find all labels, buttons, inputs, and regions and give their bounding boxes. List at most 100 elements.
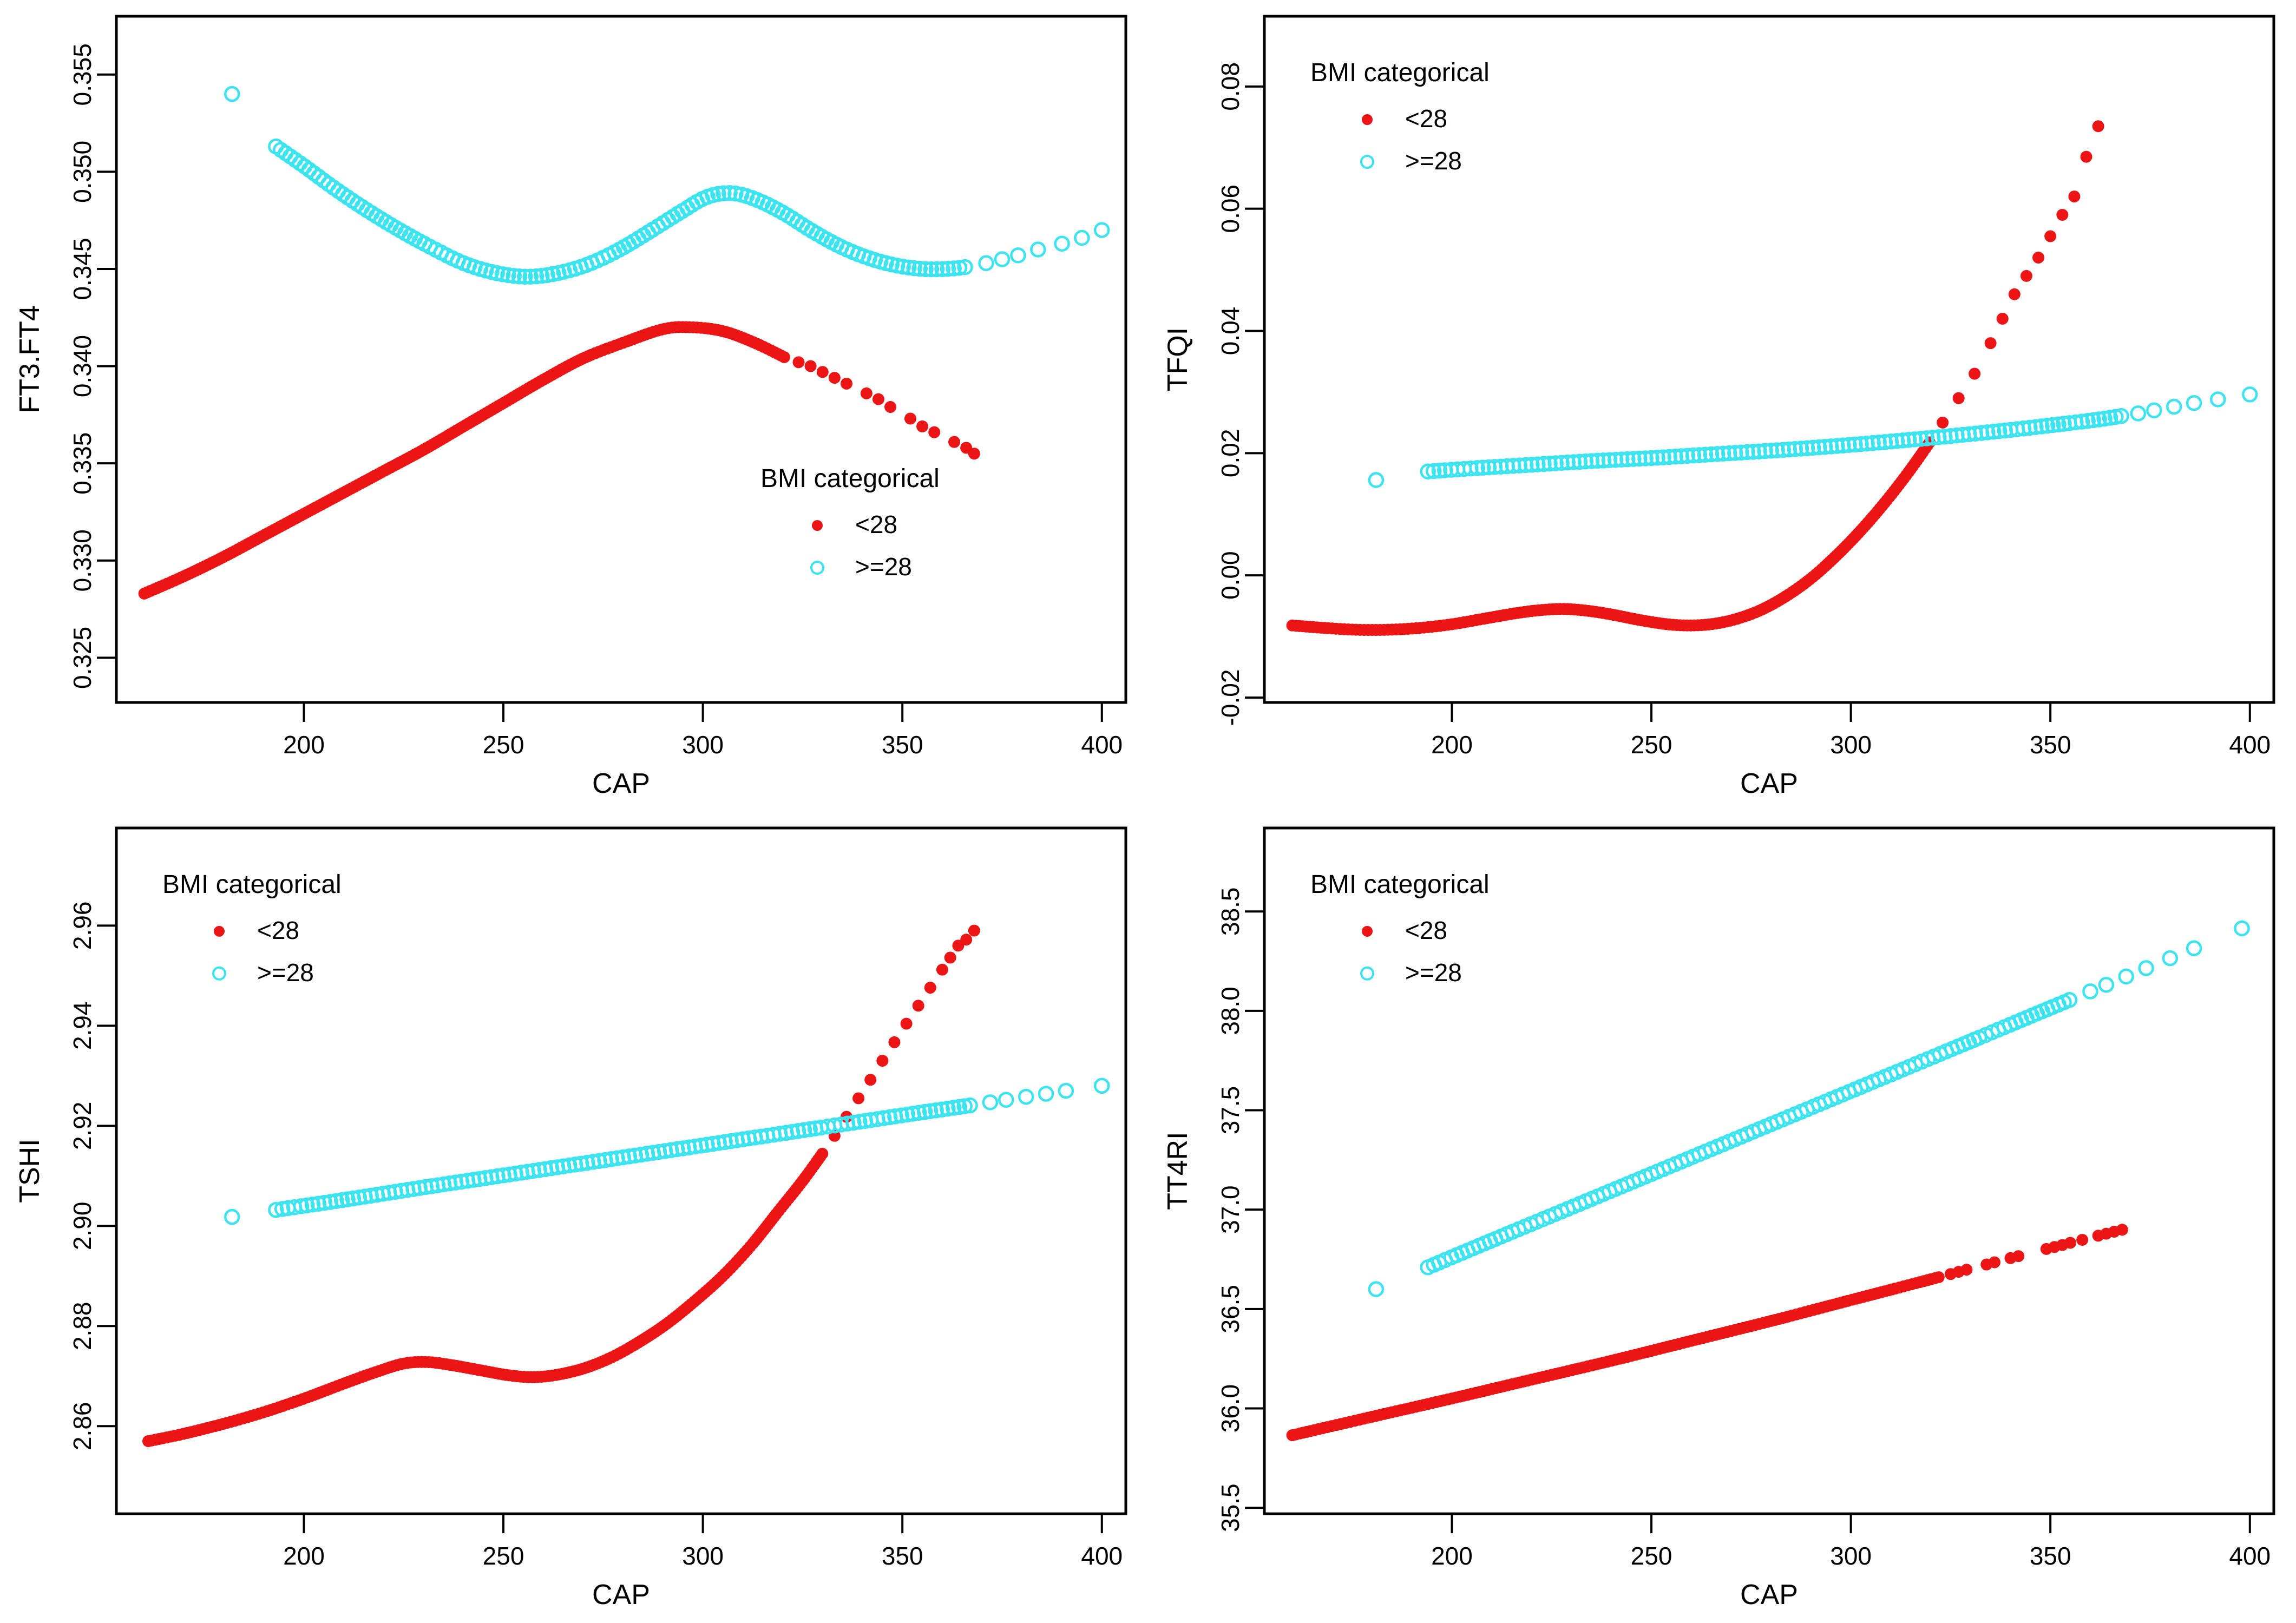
- plot-frame: [1263, 15, 2275, 704]
- svg-text:0.04: 0.04: [1216, 307, 1244, 356]
- svg-text:0.350: 0.350: [68, 141, 96, 203]
- legend-entry-label: <28: [1405, 916, 1447, 944]
- svg-text:36.5: 36.5: [1216, 1285, 1244, 1333]
- y-axis-title: TFQI: [1162, 327, 1193, 391]
- svg-text:300: 300: [682, 1542, 724, 1570]
- panel-tt4ri: 200 250 300 350 400 CAP 35.5 36.0 36.5 37.0 37.5 38…: [1148, 812, 2296, 1623]
- svg-text:200: 200: [283, 1542, 325, 1570]
- svg-text:37.5: 37.5: [1216, 1086, 1244, 1134]
- legend-circle-marker: [1360, 966, 1374, 981]
- plot-frame: [115, 826, 1127, 1515]
- svg-text:250: 250: [1631, 731, 1672, 759]
- svg-text:350: 350: [882, 731, 923, 759]
- svg-text:35.5: 35.5: [1216, 1483, 1244, 1532]
- y-axis-title: TSHI: [14, 1139, 45, 1203]
- chart-ft3ft4-canvas: 200 250 300 350 400CAP0.3250.3300.3350.3400.…: [14, 15, 1127, 799]
- legend-entry-label: <28: [257, 916, 299, 944]
- legend-entry-label: >=28: [1405, 958, 1462, 987]
- legend-entry-label: >=28: [855, 553, 912, 581]
- legend-circle-marker: [212, 966, 226, 981]
- y-axis-title: TT4RI: [1162, 1132, 1193, 1210]
- svg-text:250: 250: [483, 731, 524, 759]
- y-axis: 0.325 0.330 0.335 0.340 0.345 0.350 0.355 FT3.F…: [14, 43, 116, 689]
- svg-text:250: 250: [483, 1542, 524, 1570]
- svg-text:37.0: 37.0: [1216, 1185, 1244, 1233]
- panel-ft3ft4: 200 250 300 350 400 CAP 0.325 0.330 0.335 0.340 0.…: [0, 0, 1148, 812]
- chart-tt4ri-canvas: 200 250 300 350 400 CAP 35.5 36.0 36.5 37.0 37.5 38…: [1162, 826, 2275, 1611]
- svg-text:350: 350: [2030, 1542, 2071, 1570]
- svg-text:400: 400: [1081, 1542, 1123, 1570]
- svg-text:2.90: 2.90: [68, 1202, 96, 1250]
- svg-text:0.00: 0.00: [1216, 551, 1244, 600]
- svg-text:200: 200: [1431, 731, 1473, 759]
- legend: BMI categorical <28 >=28: [1310, 58, 1490, 175]
- svg-text:400: 400: [2229, 1542, 2271, 1570]
- y-axis: -0.02 0.00 0.02 0.04 0.06 0.08 TFQI: [1162, 62, 1264, 726]
- svg-text:0.325: 0.325: [68, 627, 96, 689]
- legend-circle-marker: [1360, 155, 1374, 169]
- svg-text:0.08: 0.08: [1216, 62, 1244, 111]
- series-lt28: [1286, 120, 2104, 636]
- svg-text:0.02: 0.02: [1216, 429, 1244, 478]
- legend-dot-marker: [1362, 114, 1373, 125]
- svg-text:350: 350: [882, 1542, 923, 1570]
- series-lt28: [1286, 1224, 2128, 1442]
- y-axis: 2.86 2.88 2.90 2.92 2.94 2.96 TSHI: [14, 902, 116, 1450]
- chart-tfqi-canvas: 200 250 300 350 400 CAP -0.02 0.00 0.02 0.04 0.06 0…: [1162, 15, 2275, 799]
- series-lt28: [142, 924, 980, 1448]
- svg-text:250: 250: [1631, 1542, 1672, 1570]
- svg-text:0.330: 0.330: [68, 529, 96, 592]
- legend-entry-label: >=28: [257, 958, 314, 987]
- svg-text:2.88: 2.88: [68, 1302, 96, 1350]
- svg-text:400: 400: [2229, 731, 2271, 759]
- panel-tshi: 200 250 300 350 400 CAP 2.86 2.88 2.90 2.92 2.94 2.…: [0, 812, 1148, 1623]
- x-axis-title: CAP: [592, 1579, 650, 1611]
- legend-title: BMI categorical: [1310, 58, 1490, 87]
- legend-dot-marker: [812, 520, 823, 531]
- legend: BMI categorical <28 >=28: [1310, 870, 1490, 987]
- series-gte28: [1368, 386, 2258, 488]
- svg-text:350: 350: [2030, 731, 2071, 759]
- x-axis: 200 250 300 350 400 CAP: [1431, 702, 2271, 799]
- x-axis: 200 250 300 350 400 CAP: [1431, 1514, 2271, 1611]
- legend-dot-marker: [214, 925, 225, 937]
- y-axis: 35.5 36.0 36.5 37.0 37.5 38.0 38.5 TT4RI: [1162, 888, 1264, 1532]
- svg-text:300: 300: [682, 731, 724, 759]
- x-axis-title: CAP: [1740, 768, 1798, 799]
- x-axis: 200 250 300 350 400 CAP: [283, 702, 1123, 799]
- svg-text:300: 300: [1830, 731, 1872, 759]
- svg-text:0.335: 0.335: [68, 432, 96, 495]
- legend-title: BMI categorical: [760, 464, 940, 493]
- legend: BMI categorical <28 >=28: [760, 464, 940, 581]
- series-gte28: [224, 86, 1110, 285]
- svg-text:2.92: 2.92: [68, 1102, 96, 1150]
- svg-text:36.0: 36.0: [1216, 1384, 1244, 1433]
- svg-text:0.355: 0.355: [68, 43, 96, 106]
- svg-text:2.96: 2.96: [68, 902, 96, 950]
- legend-title: BMI categorical: [162, 870, 342, 899]
- svg-text:0.345: 0.345: [68, 238, 96, 300]
- svg-text:400: 400: [1081, 731, 1123, 759]
- series-lt28: [138, 321, 980, 600]
- series-gte28: [1368, 920, 2250, 1297]
- svg-text:300: 300: [1830, 1542, 1872, 1570]
- legend-entry-label: <28: [1405, 104, 1447, 133]
- x-axis-title: CAP: [1740, 1579, 1798, 1611]
- plot-frame: [1263, 826, 2275, 1515]
- svg-text:38.0: 38.0: [1216, 987, 1244, 1035]
- legend: BMI categorical <28 >=28: [162, 870, 342, 987]
- svg-text:2.94: 2.94: [68, 1002, 96, 1050]
- svg-text:-0.02: -0.02: [1216, 669, 1244, 726]
- svg-text:200: 200: [1431, 1542, 1473, 1570]
- y-axis-title: FT3.FT4: [14, 305, 45, 413]
- panel-tfqi: 200 250 300 350 400 CAP -0.02 0.00 0.02 0.04 0.06 0…: [1148, 0, 2296, 812]
- svg-text:0.340: 0.340: [68, 335, 96, 397]
- x-axis: 200 250 300 350 400 CAP: [283, 1514, 1123, 1611]
- legend-entry-label: <28: [855, 510, 897, 538]
- legend-title: BMI categorical: [1310, 870, 1490, 899]
- svg-text:200: 200: [283, 731, 325, 759]
- x-axis-title: CAP: [592, 768, 650, 799]
- svg-text:38.5: 38.5: [1216, 888, 1244, 936]
- series-gte28: [224, 1077, 1110, 1225]
- legend-dot-marker: [1362, 925, 1373, 937]
